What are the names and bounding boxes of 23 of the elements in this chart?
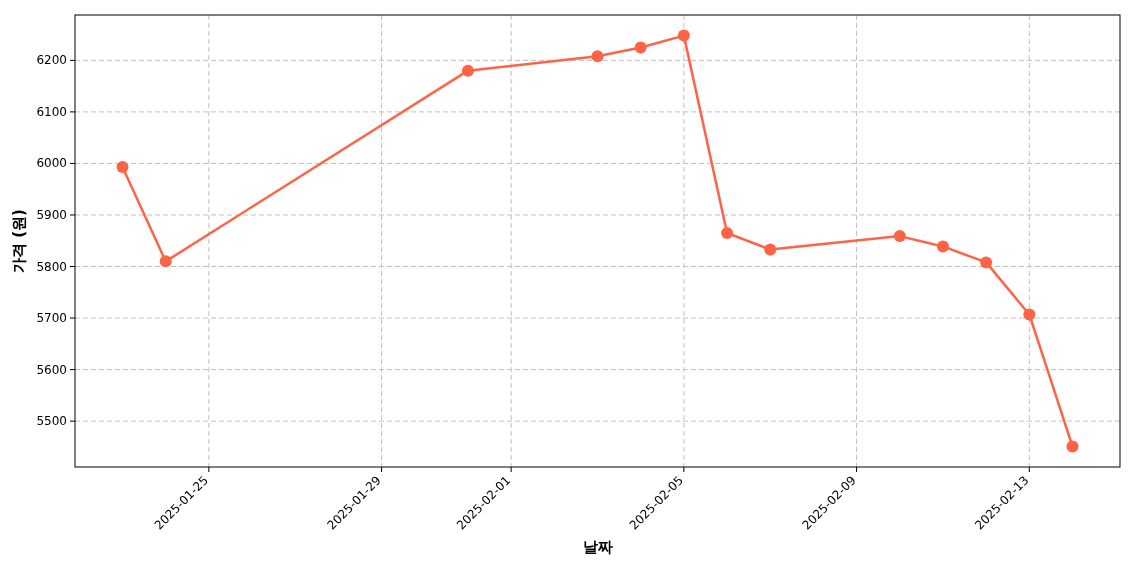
point	[893, 230, 906, 243]
y-tick-label: 6100	[36, 104, 67, 119]
y-tick-label: 5600	[36, 362, 67, 377]
point	[159, 255, 172, 268]
y-axis-title: 가격 (원)	[10, 209, 28, 273]
point	[721, 227, 734, 240]
y-tick-label: 5700	[36, 311, 67, 326]
point	[591, 50, 604, 63]
point	[461, 64, 474, 77]
point	[980, 256, 993, 269]
y-tick-label: 5900	[36, 207, 67, 222]
point	[634, 41, 647, 54]
point	[936, 240, 949, 253]
x-axis-title: 날짜	[582, 538, 613, 556]
point	[1066, 440, 1079, 453]
y-tick-label: 6000	[36, 156, 67, 171]
y-tick-label: 5500	[36, 414, 67, 429]
y-tick-label: 5800	[36, 259, 67, 274]
point	[764, 243, 777, 256]
point	[677, 29, 690, 42]
y-tick-label: 6200	[36, 53, 67, 68]
point	[116, 161, 129, 174]
point	[1023, 308, 1036, 321]
